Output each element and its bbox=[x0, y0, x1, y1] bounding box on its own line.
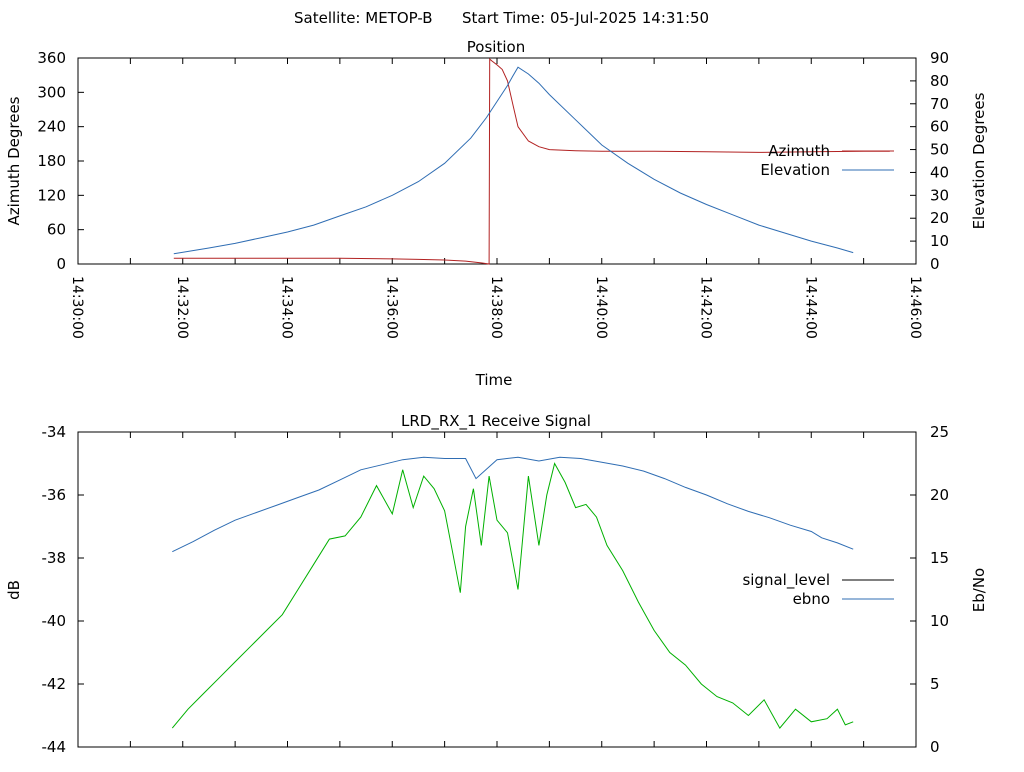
receive-plot-frame bbox=[77, 431, 917, 748]
y2-tick-label: 30 bbox=[930, 186, 949, 204]
legend-elevation-label: Elevation bbox=[760, 161, 830, 179]
y2-tick-label: 50 bbox=[930, 141, 949, 159]
position-series bbox=[173, 58, 890, 265]
series-line-signal-level bbox=[171, 462, 854, 729]
x-tick-label: 14:36:00 bbox=[383, 276, 399, 339]
y2-tick-label: 70 bbox=[930, 95, 949, 113]
position-y-ticks: 0 60 120 180 240 300 360 bbox=[37, 49, 84, 273]
y-tick-label: 240 bbox=[37, 118, 66, 136]
y2-tick-label: 0 bbox=[930, 738, 940, 756]
y-tick-label: -44 bbox=[42, 738, 67, 756]
receive-y-ticks: -44 -42 -40 -38 -36 -34 bbox=[42, 423, 84, 756]
y2-tick-label: 25 bbox=[930, 423, 949, 441]
receive-y2-axis-label: Eb/No bbox=[970, 568, 988, 612]
position-y-axis-label: Azimuth Degrees bbox=[5, 96, 23, 225]
y2-tick-label: 40 bbox=[930, 163, 949, 181]
legend-azimuth-label: Azimuth bbox=[768, 142, 830, 160]
y-tick-label: -36 bbox=[42, 486, 67, 504]
y-tick-label: 360 bbox=[37, 49, 66, 67]
x-tick-label: 14:42:00 bbox=[698, 276, 714, 339]
y-tick-label: -42 bbox=[42, 675, 67, 693]
y2-tick-label: 0 bbox=[930, 255, 940, 273]
x-tick-label: 14:34:00 bbox=[279, 276, 295, 339]
y2-tick-label: 10 bbox=[930, 612, 949, 630]
x-tick-label: 14:38:00 bbox=[488, 276, 504, 339]
y-tick-label: 120 bbox=[37, 186, 66, 204]
receive-legend: signal_level ebno bbox=[742, 571, 894, 608]
y-tick-label: -34 bbox=[42, 423, 67, 441]
start-time-label: Start Time: 05-Jul-2025 14:31:50 bbox=[462, 9, 709, 27]
receive-signal-chart: LRD_RX_1 Receive Signal -44-42-40-38-36-… bbox=[5, 412, 988, 756]
legend-signal-level-label: signal_level bbox=[742, 571, 830, 590]
position-y2-ticks: 0 10 20 30 40 50 60 70 80 90 bbox=[910, 49, 949, 273]
y-tick-label: 180 bbox=[37, 152, 66, 170]
y-tick-label: 0 bbox=[56, 255, 66, 273]
x-tick-label: 14:44:00 bbox=[802, 276, 818, 339]
y2-tick-label: 80 bbox=[930, 72, 949, 90]
series-line-ebno bbox=[172, 456, 854, 553]
y2-tick-label: 20 bbox=[930, 209, 949, 227]
y-tick-label: -38 bbox=[42, 549, 67, 567]
series-line-elevation bbox=[173, 66, 854, 255]
y2-tick-label: 5 bbox=[930, 675, 940, 693]
y2-tick-label: 20 bbox=[930, 486, 949, 504]
satellite-label: Satellite: METOP-B bbox=[294, 9, 433, 27]
position-x-ticks: 14:30:00 14:32:00 14:34:00 14:36:00 14:38:00… bbox=[69, 58, 923, 339]
y2-tick-label: 10 bbox=[930, 232, 949, 250]
x-tick-label: 14:32:00 bbox=[174, 276, 190, 339]
x-tick-label: 14:40:00 bbox=[593, 276, 609, 339]
x-tick-label: 14:30:00 bbox=[69, 276, 85, 339]
receive-signal-title: LRD_RX_1 Receive Signal bbox=[401, 412, 591, 431]
position-x-axis-label: Time bbox=[475, 371, 513, 389]
position-chart: Position 14:30:00 14:32:00 14:34:00 14:36:0… bbox=[5, 38, 988, 389]
position-legend: Azimuth Elevation bbox=[760, 142, 894, 179]
position-title: Position bbox=[467, 38, 525, 56]
position-y2-axis-label: Elevation Degrees bbox=[970, 92, 988, 229]
y-tick-label: 60 bbox=[47, 221, 66, 239]
y-tick-label: -40 bbox=[42, 612, 67, 630]
receive-y-axis-label: dB bbox=[5, 580, 23, 600]
y2-tick-label: 90 bbox=[930, 49, 949, 67]
y-tick-label: 300 bbox=[37, 83, 66, 101]
y2-tick-label: 60 bbox=[930, 118, 949, 136]
receive-y2-ticks: 0 5 10 15 20 25 bbox=[910, 423, 949, 756]
x-tick-label: 14:46:00 bbox=[907, 276, 923, 339]
y2-tick-label: 15 bbox=[930, 549, 949, 567]
legend-ebno-label: ebno bbox=[793, 590, 830, 608]
series-line-azimuth bbox=[173, 58, 890, 265]
receive-series bbox=[171, 456, 854, 729]
receive-x-ticks bbox=[77, 432, 917, 747]
